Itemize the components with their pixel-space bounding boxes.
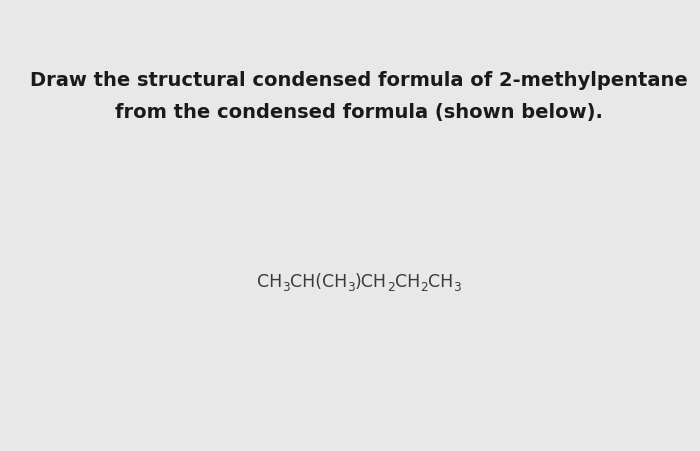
Text: 3: 3 (453, 281, 461, 294)
Text: CH: CH (395, 273, 420, 291)
Text: from the condensed formula (shown below).: from the condensed formula (shown below)… (115, 103, 603, 122)
Text: CH: CH (428, 273, 453, 291)
Text: 3: 3 (282, 281, 290, 294)
Text: 3: 3 (347, 281, 355, 294)
Text: CH: CH (257, 273, 282, 291)
Text: Draw the structural condensed formula of 2-methylpentane: Draw the structural condensed formula of… (30, 71, 687, 91)
Text: CH(CH: CH(CH (290, 273, 347, 291)
Text: 2: 2 (387, 281, 395, 294)
Text: 2: 2 (420, 281, 428, 294)
Text: )CH: )CH (355, 273, 387, 291)
